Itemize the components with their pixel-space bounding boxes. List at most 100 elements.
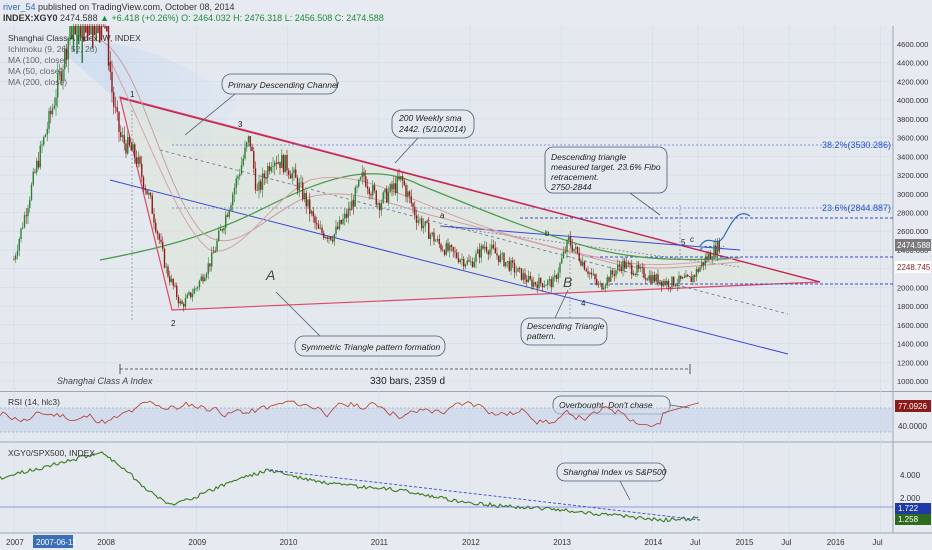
candle-body [431, 232, 433, 235]
wave-label-4: 4 [581, 299, 586, 308]
candle-body [305, 193, 307, 207]
candle-body [498, 255, 500, 262]
annotation-text: 2750-2844 [550, 182, 592, 192]
cursor-date-badge [33, 535, 73, 548]
ma-price-badge-text: 2248.745 [897, 263, 931, 272]
projection-path-alt [699, 245, 725, 251]
candle-body [627, 262, 629, 264]
candle-body [440, 244, 442, 250]
candle-body [235, 178, 237, 188]
candle-body [711, 258, 713, 260]
candle-body [316, 222, 318, 225]
candle-body [128, 137, 131, 146]
candle-body [317, 224, 320, 229]
candle-body [200, 276, 202, 281]
candle-body [162, 241, 164, 249]
candle-body [674, 285, 677, 287]
candle-body [298, 182, 300, 191]
candle-body [517, 267, 519, 272]
author-link[interactable]: river_54 [3, 2, 36, 12]
candle-body [538, 278, 540, 289]
price-tick-label: 4400.000 [897, 59, 928, 68]
candle-body [475, 253, 477, 262]
candle-body [302, 182, 304, 200]
candle-body [557, 272, 559, 279]
candle-body [478, 249, 481, 258]
candle-body [289, 174, 292, 179]
candle-body [79, 26, 82, 37]
time-tick-label: Jul [690, 538, 700, 547]
candle-body [519, 267, 521, 269]
candle-body [83, 26, 85, 42]
ratio-tick-4: 4.000 [900, 471, 921, 480]
candle-body [125, 143, 127, 154]
candle-body [244, 147, 246, 159]
candle-body [247, 136, 250, 143]
indicator-ma100[interactable]: MA (100, close) [8, 55, 67, 65]
candle-body [351, 200, 353, 211]
time-tick-label: 2011 [371, 538, 389, 547]
candle-body [361, 172, 363, 178]
ratio-value-text-1: 1.722 [898, 504, 919, 513]
candle-body [421, 219, 423, 229]
price-tick-label: 2600.000 [897, 227, 928, 236]
rsi-band [0, 408, 893, 432]
candle-body [715, 245, 717, 255]
time-tick-label: 2012 [462, 538, 480, 547]
ratio-pane[interactable] [0, 443, 893, 533]
candle-body [81, 26, 83, 63]
chart-canvas[interactable]: Primary Descending Channel 200 Weekly sm… [0, 24, 932, 550]
indicator-ma200[interactable]: MA (200, close) [8, 77, 67, 87]
candle-body [393, 183, 395, 190]
candle-body [608, 277, 610, 282]
candle-body [296, 177, 299, 191]
candle-body [368, 188, 370, 195]
channel-bottom [109, 179, 789, 355]
annotation-text: 2442. (5/10/2014) [398, 124, 466, 134]
candle-body [473, 261, 475, 267]
candle-body [46, 128, 48, 135]
ratio-value-badge-1 [895, 503, 931, 514]
candle-body [167, 266, 169, 277]
candle-body [377, 203, 379, 205]
candle-body [78, 26, 80, 45]
price-axis[interactable]: 4600.000 4400.000 4200.000 4000.000 3800.000… [897, 40, 928, 386]
candle-body [15, 255, 17, 260]
candle-body [445, 243, 447, 255]
candle-body [359, 177, 362, 180]
candle-body [32, 171, 34, 185]
candle-body [342, 218, 344, 224]
candle-body [365, 176, 367, 187]
candle-body [34, 171, 36, 173]
indicator-ma50[interactable]: MA (50, close) [8, 66, 62, 76]
candle-body [127, 137, 129, 154]
time-axis[interactable] [0, 533, 932, 550]
candle-body [225, 215, 227, 228]
candle-body [263, 173, 265, 178]
candle-body [419, 219, 421, 221]
candle-body [237, 176, 239, 179]
candle-body [104, 26, 106, 29]
candle-body [681, 277, 684, 279]
candle-body [396, 176, 398, 193]
candle-body [438, 238, 440, 245]
candle-body [655, 274, 657, 282]
indicator-ichimoku[interactable]: Ichimoku (9, 26, 52, 26) [8, 44, 97, 54]
candle-body [394, 183, 397, 193]
candle-body [288, 170, 290, 175]
candle-body [648, 275, 650, 281]
annotation-text: pattern. [526, 331, 556, 341]
candle-body [209, 263, 211, 267]
candle-body [466, 260, 468, 265]
candle-body [95, 26, 97, 42]
candle-body [277, 161, 279, 164]
annotation-text: 200 Weekly sma [398, 113, 462, 123]
candle-body [144, 187, 146, 191]
candle-body [363, 172, 365, 177]
candle-body [615, 270, 617, 276]
candle-body [116, 107, 118, 112]
annotation-text: Descending Triangle [527, 321, 605, 331]
candle-body [186, 294, 188, 299]
candle-body [62, 69, 64, 82]
callout-symmetric-triangle: Symmetric Triangle pattern formation [275, 291, 446, 357]
